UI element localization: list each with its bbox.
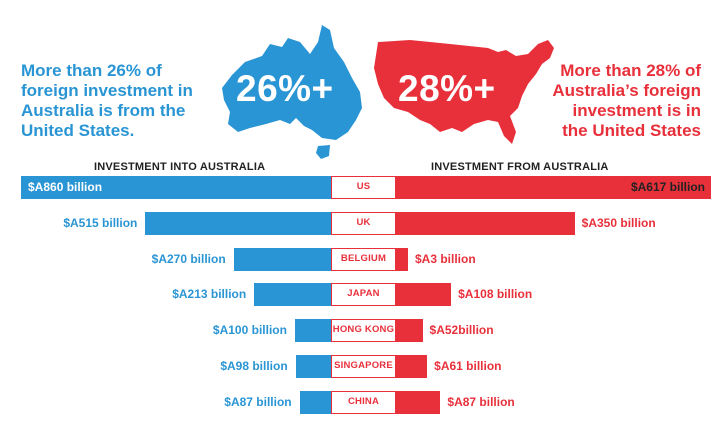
country-label: UK — [331, 212, 396, 235]
bar-from-australia — [396, 391, 441, 414]
country-label: US — [331, 176, 396, 199]
investment-into-australia-heading: INVESTMENT INTO AUSTRALIA — [94, 161, 266, 173]
bar-from-australia — [396, 319, 423, 342]
value-label-from-australia: $A87 billion — [447, 395, 515, 409]
bar-into-australia — [294, 319, 331, 342]
value-label-into-australia: $A87 billion — [224, 395, 292, 409]
country-label: BELGIUM — [331, 248, 396, 271]
usa-stat: 28%+ — [398, 68, 496, 109]
value-label-from-australia: $A52billion — [429, 323, 494, 337]
bar-into-australia — [295, 355, 331, 378]
bar-into-australia — [145, 212, 331, 235]
value-label-from-australia: $A350 billion — [581, 216, 656, 230]
country-label: JAPAN — [331, 283, 396, 306]
bar-into-australia — [299, 391, 331, 414]
value-label-from-australia: $A617 billion — [630, 180, 705, 194]
value-label-into-australia: $A98 billion — [220, 359, 288, 373]
value-label-into-australia: $A270 billion — [151, 252, 226, 266]
bar-from-australia — [396, 283, 452, 306]
country-label: SINGAPORE — [331, 355, 396, 378]
investment-from-australia-heading: INVESTMENT FROM AUSTRALIA — [431, 161, 609, 173]
value-label-into-australia: $A515 billion — [63, 216, 138, 230]
intro-australia: More than 26% of foreign investment in A… — [21, 61, 193, 140]
value-label-into-australia: $A860 billion — [28, 180, 103, 194]
country-label: CHINA — [331, 391, 396, 414]
australia-map-icon — [200, 20, 365, 170]
bar-into-australia — [21, 176, 331, 199]
value-label-from-australia: $A61 billion — [434, 359, 502, 373]
value-label-from-australia: $A3 billion — [415, 252, 476, 266]
value-label-into-australia: $A100 billion — [212, 323, 287, 337]
bar-into-australia — [233, 248, 331, 271]
bar-from-australia — [396, 212, 575, 235]
value-label-into-australia: $A213 billion — [172, 287, 247, 301]
intro-usa: More than 28% of Australia’s foreign inv… — [552, 61, 701, 140]
usa-map-icon — [370, 32, 560, 157]
bar-from-australia — [396, 248, 408, 271]
bar-into-australia — [254, 283, 331, 306]
bar-from-australia — [396, 176, 711, 199]
value-label-from-australia: $A108 billion — [458, 287, 533, 301]
australia-stat: 26%+ — [236, 68, 334, 109]
bar-from-australia — [396, 355, 428, 378]
country-label: HONG KONG — [331, 319, 396, 342]
